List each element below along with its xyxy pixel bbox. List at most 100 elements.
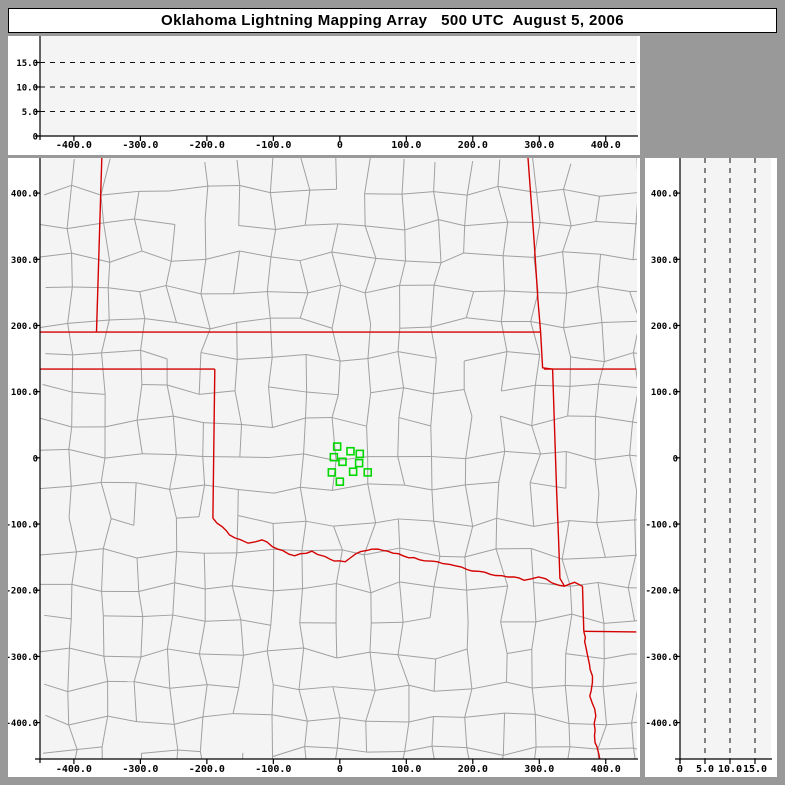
- county-boundary-line: [204, 162, 209, 187]
- title-bar: Oklahoma Lightning Mapping Array 500 UTC…: [8, 8, 777, 33]
- county-boundary-line: [269, 158, 274, 193]
- county-boundary-line: [433, 715, 465, 718]
- x-tick-label: -200.0: [189, 140, 225, 151]
- county-boundary-line: [269, 318, 273, 358]
- county-boundary-line: [68, 517, 78, 552]
- x-tick-label: 300.0: [524, 764, 554, 775]
- county-boundary-line: [299, 260, 309, 293]
- county-boundary-line: [595, 196, 601, 222]
- county-boundary-line: [44, 184, 72, 196]
- county-boundary-line: [40, 485, 72, 490]
- county-boundary-line: [67, 648, 70, 692]
- ew-altitude-plot[interactable]: -400.0 -300.0 -200.0 -100.0 0 100.0 200.0 300.0…: [8, 36, 640, 155]
- county-boundary-line: [266, 650, 274, 685]
- county-boundary-line: [45, 714, 69, 726]
- county-boundary-line: [629, 455, 637, 491]
- county-boundary-line: [133, 681, 138, 722]
- county-boundary-line: [464, 484, 474, 527]
- county-boundary-line: [466, 747, 504, 756]
- county-boundary-line: [307, 717, 341, 722]
- ns-altitude-plot[interactable]: 0 5.0 10.0 15.0 400.0 300.0 200.0 100.0 0 -100.0 -…: [645, 158, 777, 777]
- county-boundary-line: [104, 419, 138, 428]
- county-boundary-line: [141, 250, 172, 262]
- county-boundary-line: [240, 619, 271, 626]
- county-boundary-line: [333, 522, 376, 527]
- county-boundary-line: [631, 722, 634, 748]
- plan-view-plot[interactable]: -400.0 -300.0 -200.0 -100.0 0 100.0 200.0 300.0…: [8, 158, 640, 777]
- county-boundary-line: [398, 518, 434, 522]
- county-boundary-line: [109, 318, 145, 321]
- county-boundary-line: [266, 256, 272, 292]
- county-boundary-line: [495, 548, 509, 587]
- county-boundary-line: [535, 613, 572, 623]
- county-boundary-line: [496, 482, 500, 519]
- county-boundary-line: [273, 486, 301, 494]
- county-boundary-line: [236, 322, 238, 360]
- county-boundary-line: [471, 681, 507, 690]
- county-boundary-line: [568, 723, 571, 747]
- plot-area-background[interactable]: [40, 36, 637, 136]
- county-boundary-line: [103, 218, 135, 224]
- county-boundary-line: [597, 582, 605, 624]
- county-boundary-line: [365, 720, 409, 723]
- county-boundary-line: [133, 656, 142, 682]
- county-boundary-line: [538, 291, 567, 294]
- county-boundary-line: [202, 684, 208, 717]
- county-boundary-line: [133, 482, 137, 526]
- county-boundary-line: [301, 549, 343, 552]
- county-boundary-line: [563, 188, 600, 197]
- lma-station-marker: [348, 467, 358, 477]
- county-boundary-line: [103, 655, 141, 658]
- county-boundary-line: [169, 489, 177, 519]
- y-tick-label: 0: [673, 454, 678, 464]
- county-boundary-line: [375, 518, 399, 524]
- county-boundary-line: [397, 417, 400, 457]
- county-boundary-line: [530, 321, 541, 355]
- county-boundary-line: [569, 746, 598, 750]
- county-boundary-line: [302, 583, 337, 590]
- county-boundary-line: [40, 322, 68, 329]
- county-boundary-line: [430, 285, 435, 328]
- county-boundary-line: [100, 195, 105, 223]
- county-boundary-line: [299, 453, 305, 488]
- county-boundary-line: [397, 456, 406, 486]
- county-boundary-line: [300, 158, 311, 191]
- state-boundary-line: [583, 630, 637, 633]
- ew-altitude-panel: -400.0 -300.0 -200.0 -100.0 0 100.0 200.0 300.0…: [8, 36, 640, 155]
- county-boundary-line: [634, 519, 637, 556]
- county-boundary-line: [567, 746, 571, 759]
- county-boundary-line: [239, 250, 272, 258]
- county-boundary-line: [600, 253, 634, 261]
- county-boundary-line: [433, 586, 467, 591]
- county-boundary-line: [627, 555, 637, 588]
- county-boundary-line: [240, 619, 244, 656]
- x-tick-label: 200.0: [458, 140, 488, 151]
- county-boundary-line: [268, 386, 274, 428]
- x-tick-label: 10.0: [718, 764, 742, 775]
- state-boundary-line: [95, 158, 103, 333]
- plot-interior: [704, 158, 756, 759]
- county-boundary-line: [304, 746, 307, 759]
- county-boundary-line: [597, 747, 634, 750]
- county-boundary-line: [71, 159, 75, 186]
- county-boundary-line: [567, 386, 571, 417]
- county-boundary-line: [530, 292, 539, 322]
- county-boundary-line: [369, 652, 376, 691]
- county-boundary-line: [109, 250, 143, 263]
- county-boundary-line: [433, 658, 437, 692]
- y-tick-label: -300.0: [645, 653, 678, 663]
- lma-station-marker: [338, 457, 347, 467]
- state-boundary-line: [212, 517, 583, 587]
- county-boundary-line: [77, 746, 103, 751]
- county-boundary-line: [136, 557, 140, 592]
- county-boundary-line: [67, 691, 70, 726]
- county-boundary-line: [299, 588, 304, 623]
- y-tick-label: 400.0: [651, 190, 678, 200]
- county-boundary-line: [71, 253, 73, 287]
- county-boundary-line: [405, 260, 442, 264]
- county-boundary-line: [503, 255, 535, 258]
- county-boundary-line: [102, 615, 105, 657]
- plot-area-background[interactable]: [680, 158, 771, 759]
- county-boundary-line: [171, 258, 206, 262]
